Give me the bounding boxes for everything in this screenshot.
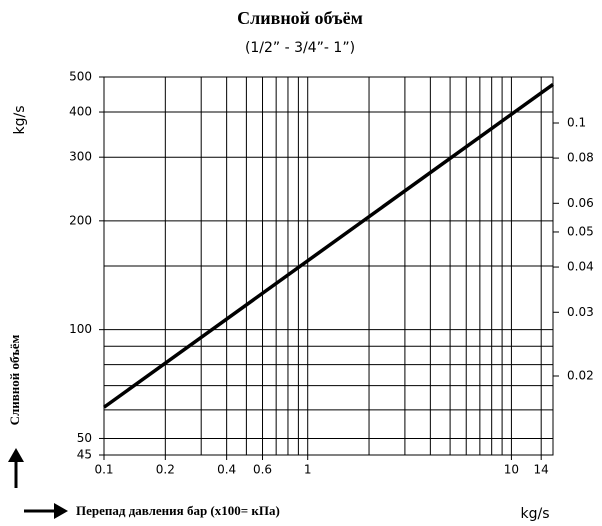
right-arrow xyxy=(24,503,68,519)
y2-tick-label: 0.03 xyxy=(567,305,594,319)
y2-tick-label: 0.04 xyxy=(567,260,594,274)
x-tick-label: 0.6 xyxy=(253,463,272,477)
x-tick-label: 0.1 xyxy=(94,463,113,477)
y-tick-label: 50 xyxy=(77,431,92,445)
y2-tick-label: 0.06 xyxy=(567,196,594,210)
plot-frame xyxy=(103,76,554,456)
x-tick-label: 10 xyxy=(504,463,519,477)
chart-subtitle: (1/2” - 3/4”- 1”) xyxy=(245,40,355,56)
x-tick-label: 1 xyxy=(304,463,312,477)
y2-tick-label: 0.08 xyxy=(567,151,594,165)
y2-tick-label: 0.1 xyxy=(567,116,586,130)
x-axis-title: Перепад давления бар (x100= кПа) xyxy=(76,503,280,518)
x-tick-label: 14 xyxy=(534,463,549,477)
y-tick-label: 200 xyxy=(69,213,92,227)
y-axis-title: Сливной объём xyxy=(7,334,22,425)
y-tick-label: 100 xyxy=(69,322,92,336)
data-line xyxy=(102,82,555,409)
x-tick-label: 0.4 xyxy=(217,463,236,477)
y2-tick-label: 0.05 xyxy=(567,224,594,238)
y-tick-label: 45 xyxy=(77,448,92,462)
y-tick-label: 300 xyxy=(69,150,92,164)
x-unit: kg/s xyxy=(520,506,549,522)
x-tick-label: 0.2 xyxy=(156,463,175,477)
y-tick-label: 500 xyxy=(69,70,92,84)
up-arrow xyxy=(8,448,24,488)
y-unit: kg/s xyxy=(12,105,28,134)
chart-title: Сливной объём xyxy=(237,8,363,28)
y-tick-label: 400 xyxy=(69,105,92,119)
y2-tick-label: 0.02 xyxy=(567,369,594,383)
